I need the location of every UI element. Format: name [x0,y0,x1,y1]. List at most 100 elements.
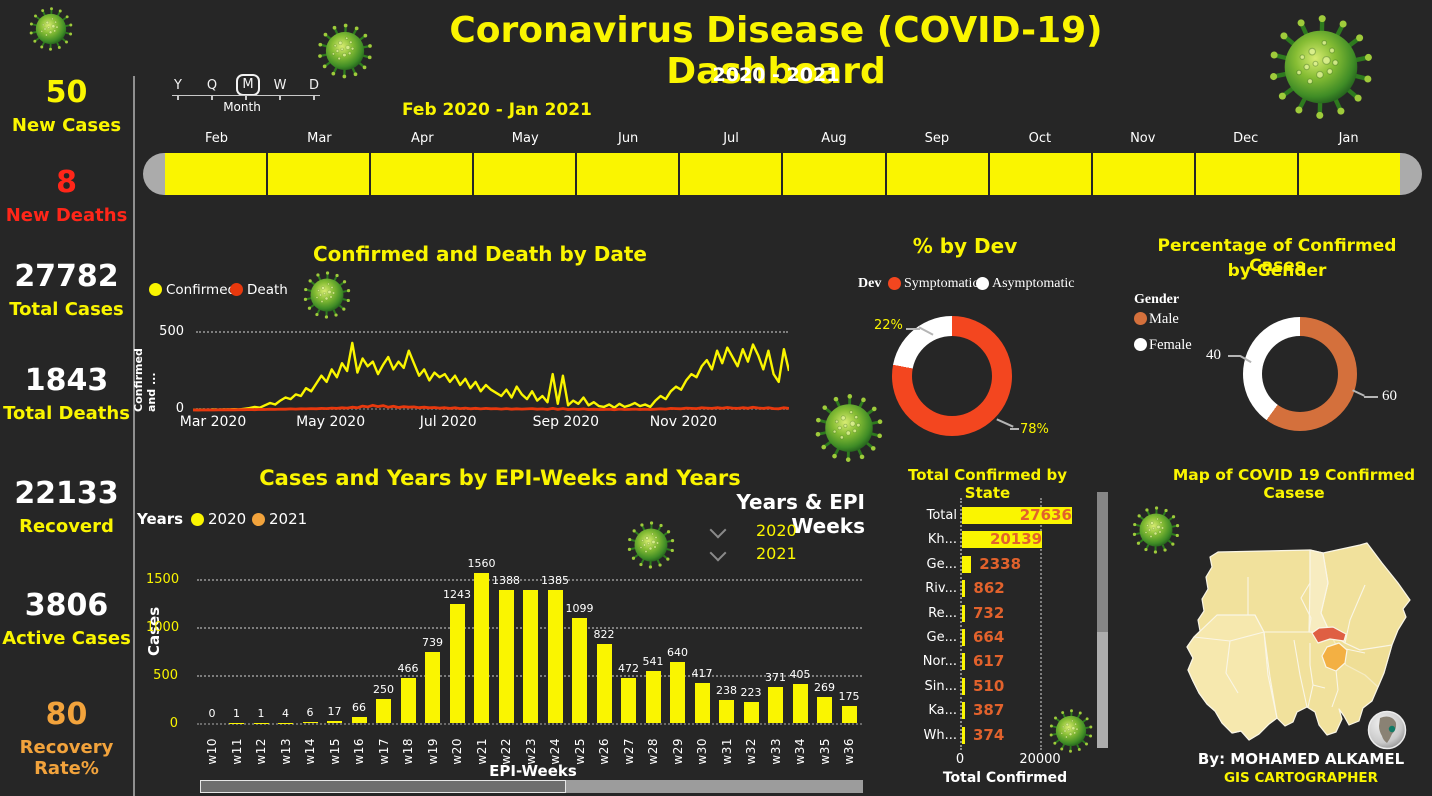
legend-label-confirmed[interactable]: Confirmed [166,282,237,298]
sudan-map[interactable] [1160,525,1432,765]
granularity-option-m[interactable]: M [236,74,260,96]
state-row-kh[interactable]: Kh... 20139 [905,528,1110,552]
epi-week-label: w19 [425,738,440,765]
state-bar[interactable] [962,531,1042,549]
legend-label-asymptomatic[interactable]: Asymptomatic [992,276,1075,291]
state-label: Ka... [928,703,957,719]
virus-icon-svg [815,394,883,462]
bar-w26[interactable] [596,644,612,723]
map-state-khartoum[interactable] [1311,626,1347,644]
bar-w22[interactable] [498,589,514,723]
state-row-riv[interactable]: Riv... 862 [905,577,1110,601]
state-scrollbar-thumb[interactable] [1097,492,1108,632]
bar-w31[interactable] [719,700,735,723]
legend-label-female[interactable]: Female [1149,337,1192,353]
timeline-month-jul[interactable] [680,153,782,195]
bar-w18[interactable] [400,678,416,723]
bar-w32[interactable] [743,701,759,723]
bar-w34[interactable] [792,684,808,723]
map-state-gezira[interactable] [1321,642,1348,672]
epi-week-slot: w19 [421,738,446,765]
map-state-shade [1186,614,1278,741]
granularity-option-y[interactable]: Y [174,78,182,93]
bar-w29[interactable] [670,661,686,723]
granularity-option-q[interactable]: Q [206,78,218,93]
virus-icon-svg [29,7,73,51]
state-row-sin[interactable]: Sin... 510 [905,675,1110,699]
state-scrollbar[interactable] [1097,492,1108,748]
state-row-ka[interactable]: Ka... 387 [905,699,1110,723]
bar-w14[interactable] [302,722,318,723]
state-bar[interactable] [962,677,965,695]
legend-label-symptomatic[interactable]: Symptomatic [904,276,979,291]
timeline-month-oct[interactable] [989,153,1091,195]
state-bar[interactable] [962,726,965,744]
legend-dot-confirmed[interactable] [149,283,162,296]
bar-w21[interactable] [474,573,490,723]
legend-dot-asymptomatic[interactable] [976,277,989,290]
state-bar[interactable] [962,629,965,646]
bar-w19[interactable] [425,652,441,723]
state-row-ge[interactable]: Ge... 2338 [905,553,1110,577]
legend-label-death[interactable]: Death [247,282,288,298]
bar-value-label: 371 [765,671,786,685]
timeline-month-may[interactable] [474,153,576,195]
state-bar[interactable] [962,555,972,573]
timeline-month-sep[interactable] [886,153,988,195]
slicer-item-2021[interactable]: 2021 [756,544,797,563]
bar-w28[interactable] [645,671,661,723]
bar-w33[interactable] [768,687,784,723]
legend-label-2020[interactable]: 2020 [208,510,247,528]
legend-label-male[interactable]: Male [1149,311,1179,327]
bar-w20[interactable] [449,603,465,723]
legend-dot-male[interactable] [1134,312,1147,325]
bar-value-label: 405 [789,668,811,682]
callout-line [1352,389,1365,397]
granularity-option-d[interactable]: D [308,78,319,93]
state-row-nor[interactable]: Nor... 617 [905,650,1110,674]
bar-w35[interactable] [817,697,833,723]
gender-donut-hole [1262,336,1338,412]
timeline-month-feb[interactable] [165,153,267,195]
timeline-month-apr[interactable] [371,153,473,195]
epi-scrollbar-thumb[interactable] [200,780,566,793]
bar-w15[interactable] [327,721,343,723]
bar-w17[interactable] [376,699,392,723]
globe-icon[interactable] [1367,710,1407,750]
timeline-month-jun[interactable] [577,153,679,195]
state-row-total[interactable]: Total 27636 [905,504,1110,528]
state-bar[interactable] [962,702,965,720]
legend-dot-death[interactable] [230,283,243,296]
bar-w25[interactable] [572,617,588,723]
bar-w36[interactable] [841,706,857,723]
bar-w27[interactable] [621,677,637,723]
granularity-option-w[interactable]: W [273,78,287,93]
state-row-wh[interactable]: Wh... 374 [905,724,1110,748]
state-bar[interactable] [962,580,966,598]
legend-dot-symptomatic[interactable] [888,277,901,290]
timeline-month-nov[interactable] [1092,153,1194,195]
bar-w16[interactable] [351,716,367,723]
timeline-month-dec[interactable] [1195,153,1297,195]
line-series-death[interactable] [193,403,789,412]
timeline-month-mar[interactable] [268,153,370,195]
timeline-month-jan[interactable] [1298,153,1400,195]
bar-w24[interactable] [547,590,563,723]
state-bar[interactable] [962,604,965,622]
legend-dot-female[interactable] [1134,338,1147,351]
timeline-month-aug[interactable] [783,153,885,195]
state-row-ge[interactable]: Ge... 664 [905,626,1110,650]
legend-dot-2020[interactable] [191,513,204,526]
legend-dot-2021[interactable] [252,513,265,526]
bar-w23[interactable] [523,589,539,723]
epi-scrollbar[interactable] [200,780,863,793]
state-row-re[interactable]: Re... 732 [905,602,1110,626]
state-bar[interactable] [962,653,965,671]
bar-w30[interactable] [694,682,710,723]
line-series-confirmed[interactable] [193,341,789,412]
legend-label-2021[interactable]: 2021 [269,510,308,528]
line-plot[interactable] [193,327,789,412]
slicer-item-2020[interactable]: 2020 [756,521,797,540]
state-bar[interactable] [962,507,1072,524]
